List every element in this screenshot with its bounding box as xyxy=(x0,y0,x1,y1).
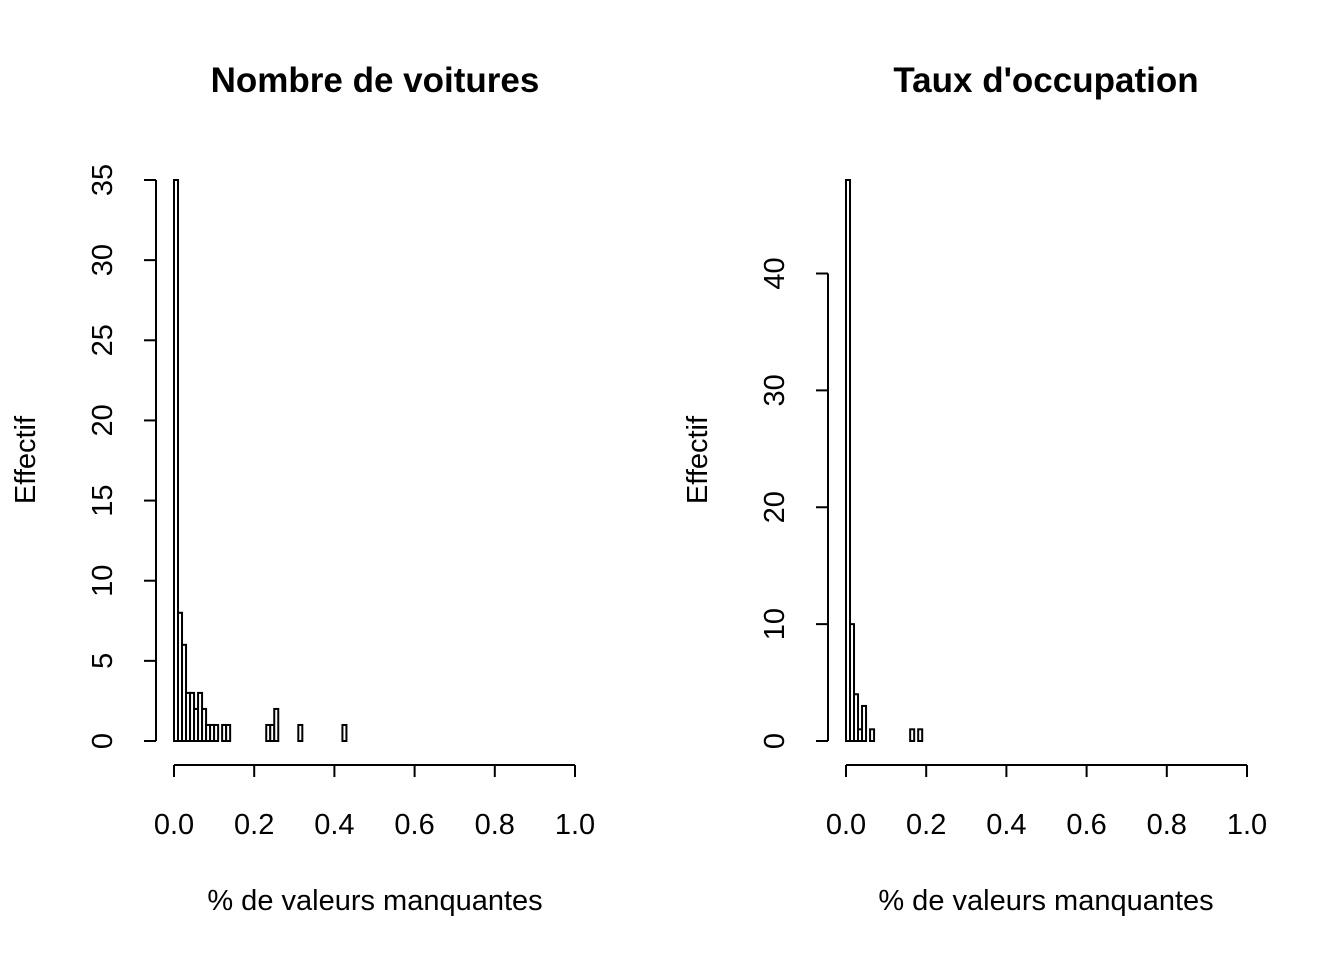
x-tick-label: 0.8 xyxy=(475,809,515,841)
histogram-bar xyxy=(297,723,304,742)
panel-nombre-de-voitures: Nombre de voitures Effectif % de valeurs… xyxy=(10,61,595,917)
y-tick-label: 10 xyxy=(759,608,791,640)
histogram-bar xyxy=(909,728,916,742)
y-tick-label: 0 xyxy=(759,733,791,749)
x-axis-label: % de valeurs manquantes xyxy=(207,885,542,917)
y-tick-label: 5 xyxy=(87,653,119,669)
panel-taux-d-occupation: Taux d'occupation Effectif % de valeurs … xyxy=(682,61,1267,917)
bars xyxy=(845,179,924,743)
x-tick-label: 0.0 xyxy=(154,809,194,841)
histogram-bar xyxy=(225,723,232,742)
histogram-bar xyxy=(849,623,856,743)
y-tick-label: 20 xyxy=(87,404,119,436)
y-tick-label: 25 xyxy=(87,324,119,356)
chart-title: Nombre de voitures xyxy=(211,61,540,100)
histogram-bar xyxy=(173,179,180,742)
x-tick-label: 0.2 xyxy=(906,809,946,841)
y-axis: 0 10 20 30 40 xyxy=(759,257,829,749)
y-axis-label: Effectif xyxy=(682,415,714,504)
histogram-bar xyxy=(273,707,280,743)
histogram-bar xyxy=(341,723,348,742)
y-tick-label: 20 xyxy=(759,491,791,523)
x-tick-label: 0.8 xyxy=(1147,809,1187,841)
histogram-bar xyxy=(917,728,924,742)
bars xyxy=(173,179,348,743)
x-axis: 0.0 0.2 0.4 0.6 0.8 1.0 xyxy=(826,764,1267,841)
histogram-bar xyxy=(853,693,860,742)
y-tick-label: 0 xyxy=(87,733,119,749)
y-tick-label: 30 xyxy=(87,244,119,276)
x-tick-label: 0.2 xyxy=(234,809,274,841)
x-axis-label: % de valeurs manquantes xyxy=(878,885,1213,917)
y-tick-label: 30 xyxy=(759,374,791,406)
x-tick-label: 1.0 xyxy=(555,809,595,841)
y-axis-label: Effectif xyxy=(10,415,42,504)
x-tick-label: 0.4 xyxy=(986,809,1026,841)
x-axis: 0.0 0.2 0.4 0.6 0.8 1.0 xyxy=(154,764,595,841)
y-tick-label: 15 xyxy=(87,484,119,516)
histogram-bar xyxy=(213,723,220,742)
histogram-bar xyxy=(845,179,852,742)
y-tick-label: 10 xyxy=(87,565,119,597)
y-axis: 0 5 10 15 20 25 30 35 xyxy=(87,164,157,749)
y-tick-label: 40 xyxy=(759,257,791,289)
x-tick-label: 0.0 xyxy=(826,809,866,841)
x-tick-label: 0.4 xyxy=(314,809,354,841)
histogram-bar xyxy=(869,728,876,742)
x-tick-label: 1.0 xyxy=(1227,809,1267,841)
y-tick-label: 35 xyxy=(87,164,119,196)
x-tick-label: 0.6 xyxy=(1066,809,1106,841)
chart-title: Taux d'occupation xyxy=(893,61,1198,100)
histogram-bar xyxy=(861,704,868,743)
x-tick-label: 0.6 xyxy=(394,809,434,841)
